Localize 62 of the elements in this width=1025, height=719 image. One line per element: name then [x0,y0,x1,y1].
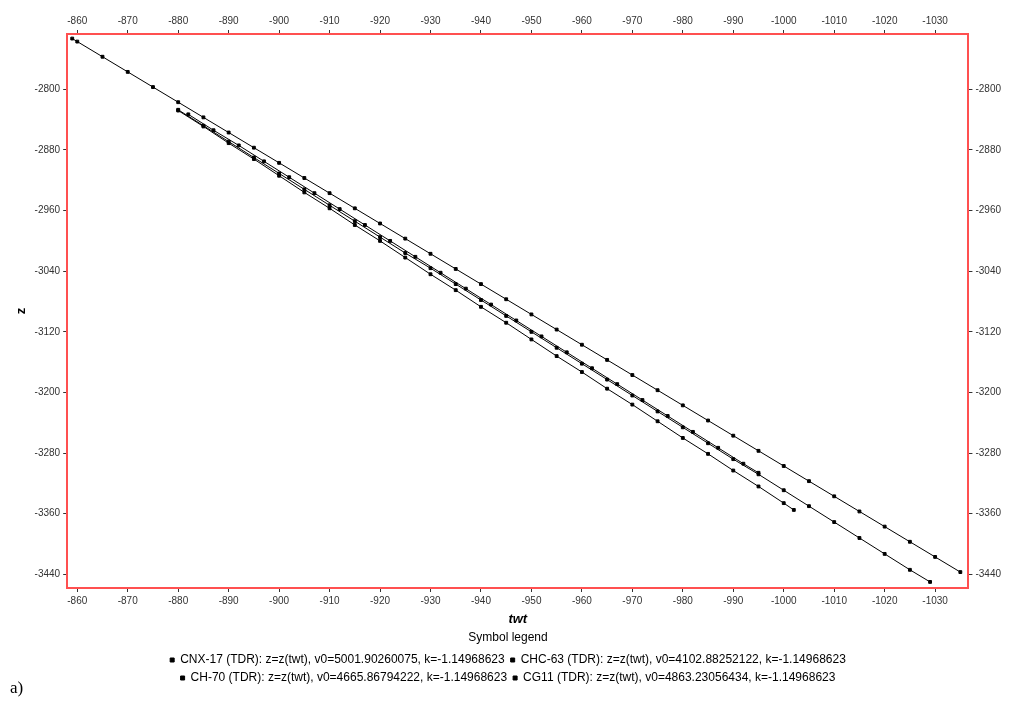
x2-tick-label: -860 [67,14,88,26]
x2-tick-label: -910 [319,14,341,26]
x2-tick-label: -970 [622,14,643,26]
x2-tick-label: -950 [521,14,542,26]
y2-tick-label: -3360 [975,507,1002,519]
x2-tick-label: -1000 [770,14,797,26]
x2-tick-label: -1010 [821,14,848,26]
x-tick-label: -990 [723,594,744,606]
y-tick-label: -2880 [34,143,61,155]
x-tick-label: -950 [521,594,542,606]
legend-label: CHC-63 (TDR): z=z(twt), v0=4102.88252122, k=-1.14968623 [520,652,847,667]
x2-tick-label: -920 [370,14,391,26]
x2-tick-label: -980 [672,14,694,26]
x-tick-label: -910 [319,594,341,606]
x-tick-label: -1030 [922,594,949,606]
y2-tick-label: -2960 [975,204,1002,216]
y-axis-title: z [13,307,29,315]
y-tick-label: -3440 [34,568,61,580]
y-tick-label: -3040 [34,264,61,276]
y-tick-label: -3360 [34,507,61,519]
y2-tick-label: -2800 [975,83,1002,95]
legend-label: CH-70 (TDR): z=z(twt), v0=4665.86794222, k=-1.14968623 [190,670,508,685]
y-tick-label: -2800 [34,83,61,95]
x-tick-label: -960 [571,594,593,606]
x-tick-label: -1000 [770,594,797,606]
y-tick-label: -2960 [34,204,61,216]
x-tick-label: -880 [168,594,189,606]
y-tick-label: -3280 [34,446,61,458]
legend-label: CG11 (TDR): z=z(twt), v0=4863.23056434, k=-1.14968623 [523,670,836,685]
x-tick-label: -860 [67,594,88,606]
text: a) [10,678,24,698]
y2-tick-label: -3280 [975,446,1002,458]
x2-tick-label: -940 [470,14,492,26]
x2-tick-label: -870 [117,14,139,26]
x-tick-label: -900 [269,594,290,606]
y2-tick-label: -3120 [975,325,1002,337]
legend-label: CNX-17 (TDR): z=z(twt), v0=5001.90260075, k=-1.14968623 [180,652,505,667]
x2-tick-label: -1030 [922,14,949,26]
x2-tick-label: -990 [723,14,744,26]
x-tick-label: -920 [370,594,391,606]
legend-title: Symbol legend [468,629,548,644]
x-tick-label: -890 [218,594,240,606]
y-tick-label: -3120 [34,325,61,337]
x2-tick-label: -960 [571,14,593,26]
y2-tick-label: -3200 [975,386,1002,398]
y2-tick-label: -3440 [975,568,1002,580]
x-tick-label: -1010 [821,594,848,606]
x2-tick-label: -890 [218,14,240,26]
x-tick-label: -940 [470,594,492,606]
x2-tick-label: -930 [420,14,441,26]
x-tick-label: -970 [622,594,643,606]
x-tick-label: -980 [672,594,694,606]
x2-tick-label: -880 [168,14,189,26]
x2-tick-label: -1020 [871,14,898,26]
x2-tick-label: -900 [269,14,290,26]
y2-tick-label: -3040 [975,264,1002,276]
x-tick-label: -1020 [871,594,898,606]
x-tick-label: -930 [420,594,441,606]
y2-tick-label: -2880 [975,143,1002,155]
y-tick-label: -3200 [34,386,61,398]
x-tick-label: -870 [117,594,139,606]
x-axis-title: twt [508,611,528,627]
